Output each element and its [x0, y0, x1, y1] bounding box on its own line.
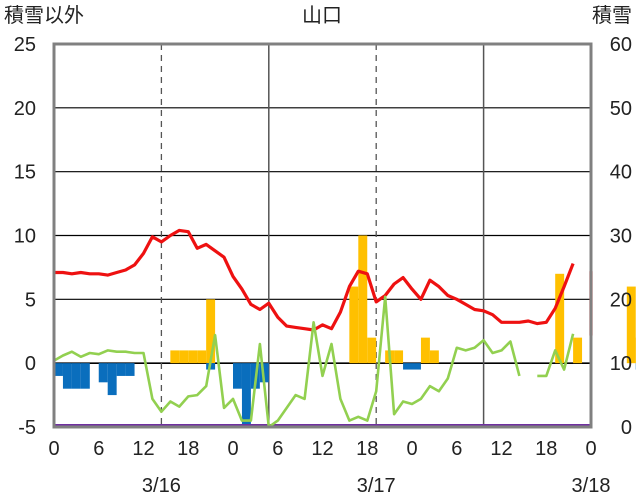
sunshine-bar	[403, 363, 412, 370]
x-tick-label: 6	[93, 438, 104, 460]
y-right-tick-label: 60	[610, 34, 632, 56]
y-left-tick-label: 15	[14, 162, 36, 184]
y-right-tick-label: 0	[621, 417, 632, 439]
plot-border	[52, 42, 593, 429]
left-axis-title: 積雪以外	[4, 3, 84, 27]
y-right-tick-label: 10	[610, 353, 632, 375]
right-axis-title: 積雪	[592, 3, 632, 27]
sunshine-bar	[80, 363, 90, 389]
precipitation-bar	[358, 235, 368, 364]
x-tick-label: 12	[132, 438, 154, 460]
x-tick-label: 0	[406, 438, 417, 460]
precipitation-bar	[394, 350, 404, 364]
y-right-tick-label: 30	[610, 226, 632, 248]
y-right-tick-label: 40	[610, 162, 632, 184]
sunshine-bar	[125, 363, 135, 376]
precipitation-bar	[170, 350, 180, 364]
precipitation-bar	[367, 337, 377, 364]
precipitation-bar	[188, 350, 198, 364]
date-label: 3/17	[357, 475, 396, 497]
precipitation-bar	[626, 286, 636, 364]
x-tick-label: 6	[451, 438, 462, 460]
precipitation-bar	[179, 350, 189, 364]
precipitation-bar	[573, 337, 583, 364]
sunshine-bar	[71, 363, 81, 389]
date-label: 3/16	[142, 475, 181, 497]
temperature-line	[54, 228, 575, 332]
date-label: 3/18	[572, 475, 611, 497]
y-left-tick-label: 0	[25, 353, 36, 375]
humidity-line	[537, 333, 575, 378]
sunshine-bar	[98, 363, 108, 383]
y-right-tick-label: 50	[610, 98, 632, 120]
x-tick-label: 18	[177, 438, 199, 460]
line-series	[53, 228, 593, 429]
sunshine-bar	[116, 363, 126, 376]
precipitation-bar	[349, 286, 359, 364]
sunshine-bar	[62, 363, 72, 389]
precipitation-bar	[420, 337, 430, 364]
sunshine-bar	[241, 363, 251, 427]
x-tick-label: 6	[272, 438, 283, 460]
x-tick-label: 0	[227, 438, 238, 460]
sunshine-bar	[107, 363, 117, 396]
sunshine-bar	[233, 363, 242, 389]
sunshine-bar	[412, 363, 421, 370]
x-tick-label: 18	[535, 438, 557, 460]
y-left-tick-label: 5	[25, 289, 36, 311]
sunshine-bar	[259, 363, 269, 383]
plot-frame	[52, 42, 593, 429]
y-left-tick-label: 10	[14, 226, 36, 248]
sunshine-bar	[54, 363, 63, 376]
chart-title: 山口	[302, 3, 342, 27]
x-tick-label: 12	[490, 438, 512, 460]
y-left-tick-label: 20	[14, 98, 36, 120]
bar-series	[54, 235, 636, 427]
precipitation-bar	[429, 350, 439, 364]
humidity-line	[53, 295, 521, 429]
y-left-tick-label: -5	[18, 417, 36, 439]
x-tick-label: 0	[48, 438, 59, 460]
y-right-tick-label: 20	[610, 289, 632, 311]
y-left-tick-label: 25	[14, 34, 36, 56]
x-tick-label: 18	[356, 438, 378, 460]
precipitation-bar	[206, 299, 216, 364]
precipitation-bar	[197, 350, 207, 364]
x-tick-label: 12	[311, 438, 333, 460]
precipitation-bar	[555, 273, 565, 364]
x-tick-label: 0	[585, 438, 596, 460]
